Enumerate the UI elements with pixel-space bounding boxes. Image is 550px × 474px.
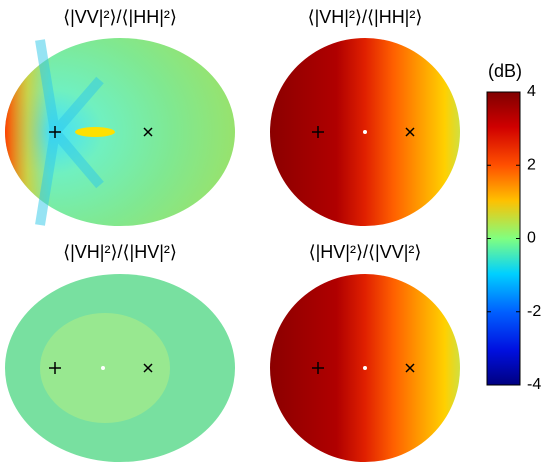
- panel: ⟨|VH|²⟩/⟨|HH|²⟩: [270, 7, 460, 226]
- colorbar-label: (dB): [488, 61, 522, 81]
- panel-title: ⟨|VV|²⟩/⟨|HH|²⟩: [63, 7, 177, 27]
- panel-title: ⟨|VH|²⟩/⟨|HV|²⟩: [63, 242, 177, 262]
- marker: [363, 366, 367, 370]
- tick-label: 0: [527, 230, 536, 247]
- tick-label: -4: [527, 376, 541, 393]
- panel: ⟨|VH|²⟩/⟨|HV|²⟩: [5, 242, 235, 462]
- tick-label: 2: [527, 156, 536, 173]
- marker: [312, 362, 415, 374]
- colorbar: (dB) 4 2 0 -2 -4: [486, 61, 541, 393]
- marker: [49, 126, 153, 138]
- colorbar-scale: [486, 91, 521, 386]
- map-lobes: [35, 39, 104, 226]
- panel-title: ⟨|HV|²⟩/⟨|VV|²⟩: [309, 242, 422, 262]
- map-hotspot: [75, 127, 115, 137]
- panel: ⟨|VV|²⟩/⟨|HH|²⟩: [5, 7, 235, 226]
- panel: ⟨|HV|²⟩/⟨|VV|²⟩: [270, 242, 460, 462]
- marker: [101, 366, 105, 370]
- marker: [312, 126, 415, 138]
- map-overlay: [5, 38, 235, 226]
- tick-label: 4: [527, 83, 536, 100]
- tick-label: -2: [527, 303, 541, 320]
- marker: [363, 130, 367, 134]
- marker: [49, 362, 153, 374]
- panel-title: ⟨|VH|²⟩/⟨|HH|²⟩: [308, 7, 423, 27]
